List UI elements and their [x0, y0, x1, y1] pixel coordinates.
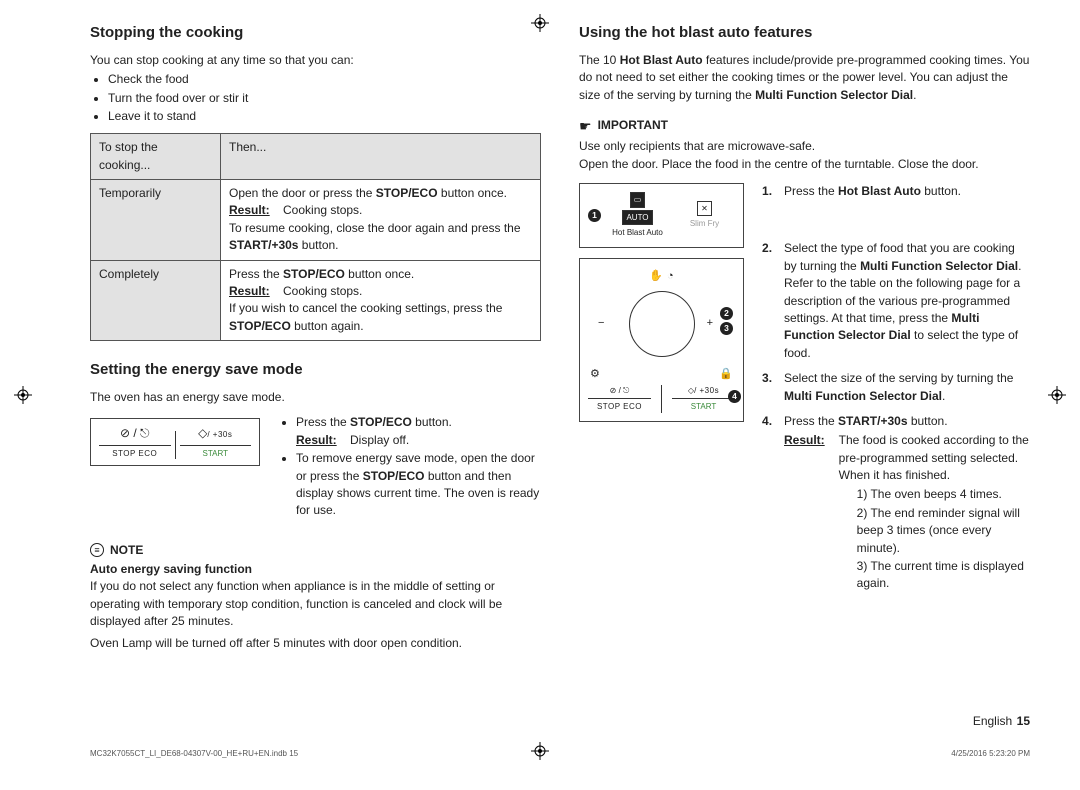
hotblast-intro: The 10 Hot Blast Auto features include/p…: [579, 52, 1030, 104]
page-number: 15: [1017, 714, 1030, 728]
note-p1: If you do not select any function when a…: [90, 578, 541, 630]
lock-icon: 🔒: [719, 367, 733, 383]
intro-bullets: Check the food Turn the food over or sti…: [90, 71, 541, 125]
note-p2: Oven Lamp will be turned off after 5 min…: [90, 635, 541, 652]
intro-text: You can stop cooking at any time so that…: [90, 52, 541, 69]
td: Open the door or press the STOP/ECO butt…: [221, 180, 541, 261]
left-column: Stopping the cooking You can stop cookin…: [90, 22, 541, 652]
bullet: Check the food: [108, 71, 541, 88]
page-footer: MC32K7055CT_LI_DE68-04307V-00_HE+RU+EN.i…: [90, 713, 1030, 760]
footer-language: English: [973, 714, 1012, 728]
hand-icon: ✋: [649, 269, 663, 285]
heading-hotblast: Using the hot blast auto features: [579, 22, 1030, 44]
note-heading: ≡ NOTE: [90, 542, 541, 559]
step: Select the type of food that you are coo…: [762, 240, 1030, 362]
selector-dial: [629, 291, 695, 357]
clock-icon: ◔: [667, 269, 674, 285]
plus-icon: +: [707, 316, 713, 332]
gear-icon: ⚙: [590, 367, 600, 383]
note-subtitle: Auto energy saving function: [90, 561, 541, 578]
bullet: Turn the food over or stir it: [108, 90, 541, 107]
dial-diagram: ✋ ◔ − + 2 3 ⚙ 🔒: [579, 258, 744, 422]
important-l2: Open the door. Place the food in the cen…: [579, 156, 1030, 173]
bullet: Press the STOP/ECO button. Result: Displ…: [296, 414, 541, 449]
procedure-steps: Press the Hot Blast Auto button. Select …: [762, 183, 1030, 594]
footer-timestamp: 4/25/2016 5:23:20 PM: [951, 749, 1030, 758]
step-marker-3: 3: [720, 322, 733, 335]
step: Press the START/+30s button. Result: The…: [762, 413, 1030, 594]
buttons-diagram: 1 ▭ AUTO Hot Blast Auto ✕ Slim Fry: [579, 183, 744, 248]
bullet: To remove energy save mode, open the doo…: [296, 450, 541, 520]
bullet: Leave it to stand: [108, 108, 541, 125]
td: Press the STOP/ECO button once. Result: …: [221, 260, 541, 341]
stop-eco-icon: ⊘ / ⎋: [120, 426, 150, 440]
step: Press the Hot Blast Auto button.: [762, 183, 1030, 200]
energy-steps: Press the STOP/ECO button. Result: Displ…: [278, 414, 541, 519]
right-column: Using the hot blast auto features The 10…: [579, 22, 1030, 652]
td: Completely: [91, 260, 221, 341]
minus-icon: −: [598, 316, 604, 332]
slimfry-icon: ✕: [697, 201, 712, 217]
hotblast-icon: ▭: [630, 192, 646, 208]
control-panel-diagram: ⊘ / ⎋ STOP ECO ◇/ +30s START: [90, 418, 260, 466]
td: Temporarily: [91, 180, 221, 261]
step-marker-2: 2: [720, 307, 733, 320]
step-marker-1: 1: [588, 209, 601, 222]
note-icon: ≡: [90, 543, 104, 557]
th: To stop the cooking...: [91, 134, 221, 180]
crop-mark-right: [1048, 386, 1066, 404]
crop-mark-left: [14, 386, 32, 404]
energy-intro: The oven has an energy save mode.: [90, 389, 541, 406]
important-heading: ☛ IMPORTANT: [579, 116, 1030, 136]
heading-energy: Setting the energy save mode: [90, 359, 541, 381]
important-icon: ☛: [579, 116, 592, 136]
footer-filepath: MC32K7055CT_LI_DE68-04307V-00_HE+RU+EN.i…: [90, 748, 298, 760]
step-marker-4: 4: [728, 390, 741, 403]
stop-eco-icon: ⊘ / ⎋: [610, 386, 630, 395]
step: Select the size of the serving by turnin…: [762, 370, 1030, 405]
start-icon: ◇: [198, 426, 207, 440]
crop-mark-top: [531, 14, 549, 32]
important-l1: Use only recipients that are microwave-s…: [579, 138, 1030, 155]
th: Then...: [221, 134, 541, 180]
stop-table: To stop the cooking... Then... Temporari…: [90, 133, 541, 341]
heading-stopping: Stopping the cooking: [90, 22, 541, 44]
